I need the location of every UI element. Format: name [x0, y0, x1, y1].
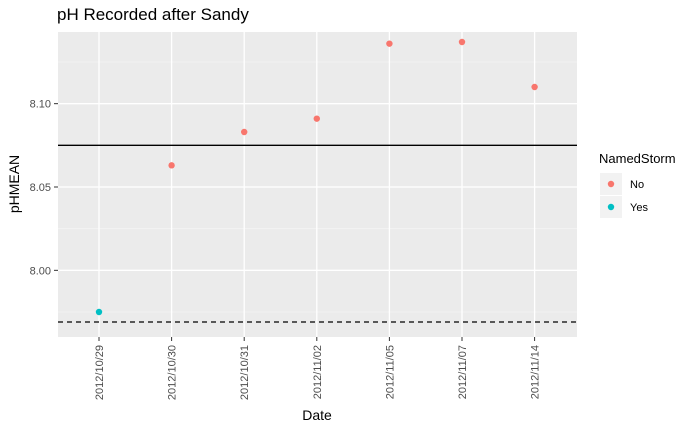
chart-title: pH Recorded after Sandy	[57, 5, 249, 24]
x-tick-label: 2012/10/30	[167, 345, 179, 400]
data-point	[313, 115, 320, 122]
legend-symbol	[607, 203, 615, 211]
x-axis: 2012/10/29 2012/10/30 2012/10/31 2012/11/02…	[94, 337, 542, 400]
y-tick-label: 8.00	[30, 265, 51, 277]
legend: NamedStorm No Yes	[599, 151, 676, 218]
legend-title: NamedStorm	[599, 151, 676, 166]
plot-panel	[58, 32, 577, 337]
data-point	[386, 40, 393, 47]
data-point	[168, 162, 175, 169]
data-point	[458, 38, 466, 46]
legend-label: No	[630, 179, 644, 191]
x-tick-label: 2012/10/29	[94, 345, 106, 400]
x-tick-label: 2012/11/02	[312, 345, 324, 399]
y-tick-label: 8.10	[30, 99, 51, 111]
y-axis: 8.00 8.05 8.10	[30, 99, 58, 277]
y-axis-title: pHMEAN	[6, 155, 22, 213]
x-axis-title: Date	[302, 407, 332, 423]
x-tick-label: 2012/11/05	[384, 345, 396, 399]
y-tick-label: 8.05	[30, 182, 51, 194]
legend-symbol	[607, 180, 615, 188]
panel-background	[58, 32, 577, 337]
x-tick-label: 2012/11/07	[457, 345, 469, 399]
legend-label: Yes	[630, 202, 648, 214]
x-tick-label: 2012/11/14	[530, 345, 542, 399]
data-point	[95, 308, 103, 316]
x-tick-label: 2012/10/31	[239, 345, 251, 400]
data-point	[531, 83, 538, 91]
data-point	[241, 128, 248, 136]
